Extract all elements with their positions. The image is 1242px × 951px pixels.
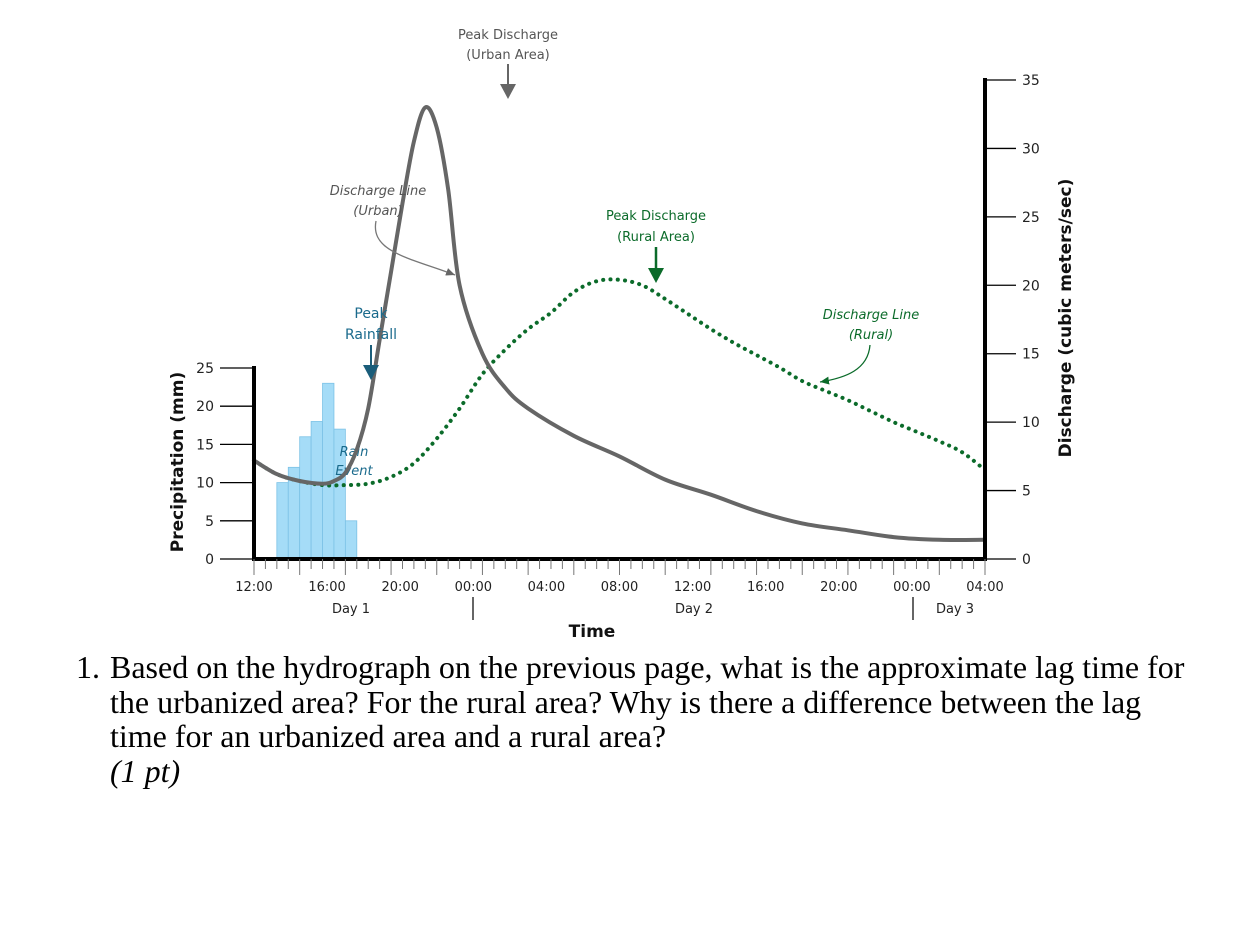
left-tick-label: 15 bbox=[196, 437, 214, 453]
day-label-2: Day 2 bbox=[675, 602, 713, 617]
day-label-3: Day 3 bbox=[936, 602, 974, 617]
precip-bar bbox=[299, 436, 312, 560]
discharge-rural-callout-arrow bbox=[819, 344, 871, 385]
x-tick-label: 04:00 bbox=[528, 580, 565, 595]
peak-rural-arrow bbox=[648, 247, 664, 283]
precip-bar bbox=[344, 520, 358, 560]
precip-bar bbox=[276, 482, 289, 560]
question-number: 1. bbox=[76, 649, 100, 685]
discharge-urban-label-2: (Urban) bbox=[353, 204, 402, 219]
question-points: (1 pt) bbox=[110, 752, 181, 789]
left-axis-ticks: 0 5 10 15 20 25 bbox=[196, 361, 254, 568]
discharge-series bbox=[252, 105, 987, 543]
x-tick-label: 20:00 bbox=[381, 580, 418, 595]
discharge-urban-callout-arrow bbox=[374, 220, 456, 276]
discharge-rural-label-2: (Rural) bbox=[849, 328, 893, 343]
question-text: Based on the hydrograph on the previous … bbox=[110, 649, 1185, 754]
discharge-urban-label-1: Discharge Line bbox=[330, 184, 427, 199]
left-tick-label: 25 bbox=[196, 361, 214, 377]
peak-urban-label-2: (Urban Area) bbox=[466, 48, 550, 63]
x-tick-label: 16:00 bbox=[308, 580, 345, 595]
right-tick-label: 5 bbox=[1022, 484, 1031, 500]
left-tick-label: 10 bbox=[196, 476, 214, 492]
peak-rainfall-label-2: Rainfall bbox=[345, 327, 397, 343]
left-tick-label: 20 bbox=[196, 399, 214, 415]
question-block: 1. Based on the hydrograph on the previo… bbox=[76, 650, 1196, 788]
left-tick-label: 0 bbox=[205, 552, 214, 568]
x-axis-ticks: 12:00 16:00 20:00 00:00 04:00 08:00 12:00 16:00… bbox=[235, 559, 1004, 595]
right-tick-label: 30 bbox=[1022, 141, 1040, 157]
right-tick-label: 25 bbox=[1022, 210, 1040, 226]
peak-rainfall-arrow bbox=[363, 345, 379, 380]
x-tick-label: 12:00 bbox=[674, 580, 711, 595]
x-tick-label: 08:00 bbox=[601, 580, 638, 595]
right-axis-title: Discharge (cubic meters/sec) bbox=[1056, 179, 1076, 458]
peak-rural-label-1: Peak Discharge bbox=[606, 209, 706, 224]
x-tick-label: 00:00 bbox=[893, 580, 930, 595]
urban-discharge-line bbox=[252, 105, 987, 543]
left-tick-label: 5 bbox=[205, 514, 214, 530]
precipitation-bars bbox=[276, 382, 358, 560]
rural-discharge-line bbox=[252, 277, 987, 488]
right-tick-label: 0 bbox=[1022, 552, 1031, 568]
right-tick-label: 20 bbox=[1022, 278, 1040, 294]
right-axis-ticks: 0 5 10 15 20 25 30 35 bbox=[985, 73, 1040, 568]
peak-urban-label-1: Peak Discharge bbox=[458, 28, 558, 43]
day-label-1: Day 1 bbox=[332, 602, 370, 617]
precip-bar bbox=[310, 421, 323, 560]
x-tick-label: 04:00 bbox=[966, 580, 1003, 595]
peak-rural-label-2: (Rural Area) bbox=[617, 230, 695, 245]
right-tick-label: 10 bbox=[1022, 415, 1040, 431]
right-tick-label: 15 bbox=[1022, 347, 1040, 363]
right-tick-label: 35 bbox=[1022, 73, 1040, 89]
x-tick-label: 20:00 bbox=[820, 580, 857, 595]
x-tick-label: 16:00 bbox=[747, 580, 784, 595]
x-tick-label: 00:00 bbox=[455, 580, 492, 595]
discharge-rural-label-1: Discharge Line bbox=[823, 308, 920, 323]
left-axis-title: Precipitation (mm) bbox=[168, 372, 188, 553]
x-axis-title: Time bbox=[569, 622, 616, 642]
x-tick-label: 12:00 bbox=[235, 580, 272, 595]
precip-bar bbox=[322, 382, 335, 560]
peak-rainfall-label-1: Peak bbox=[354, 306, 388, 322]
peak-urban-arrow bbox=[500, 64, 516, 99]
